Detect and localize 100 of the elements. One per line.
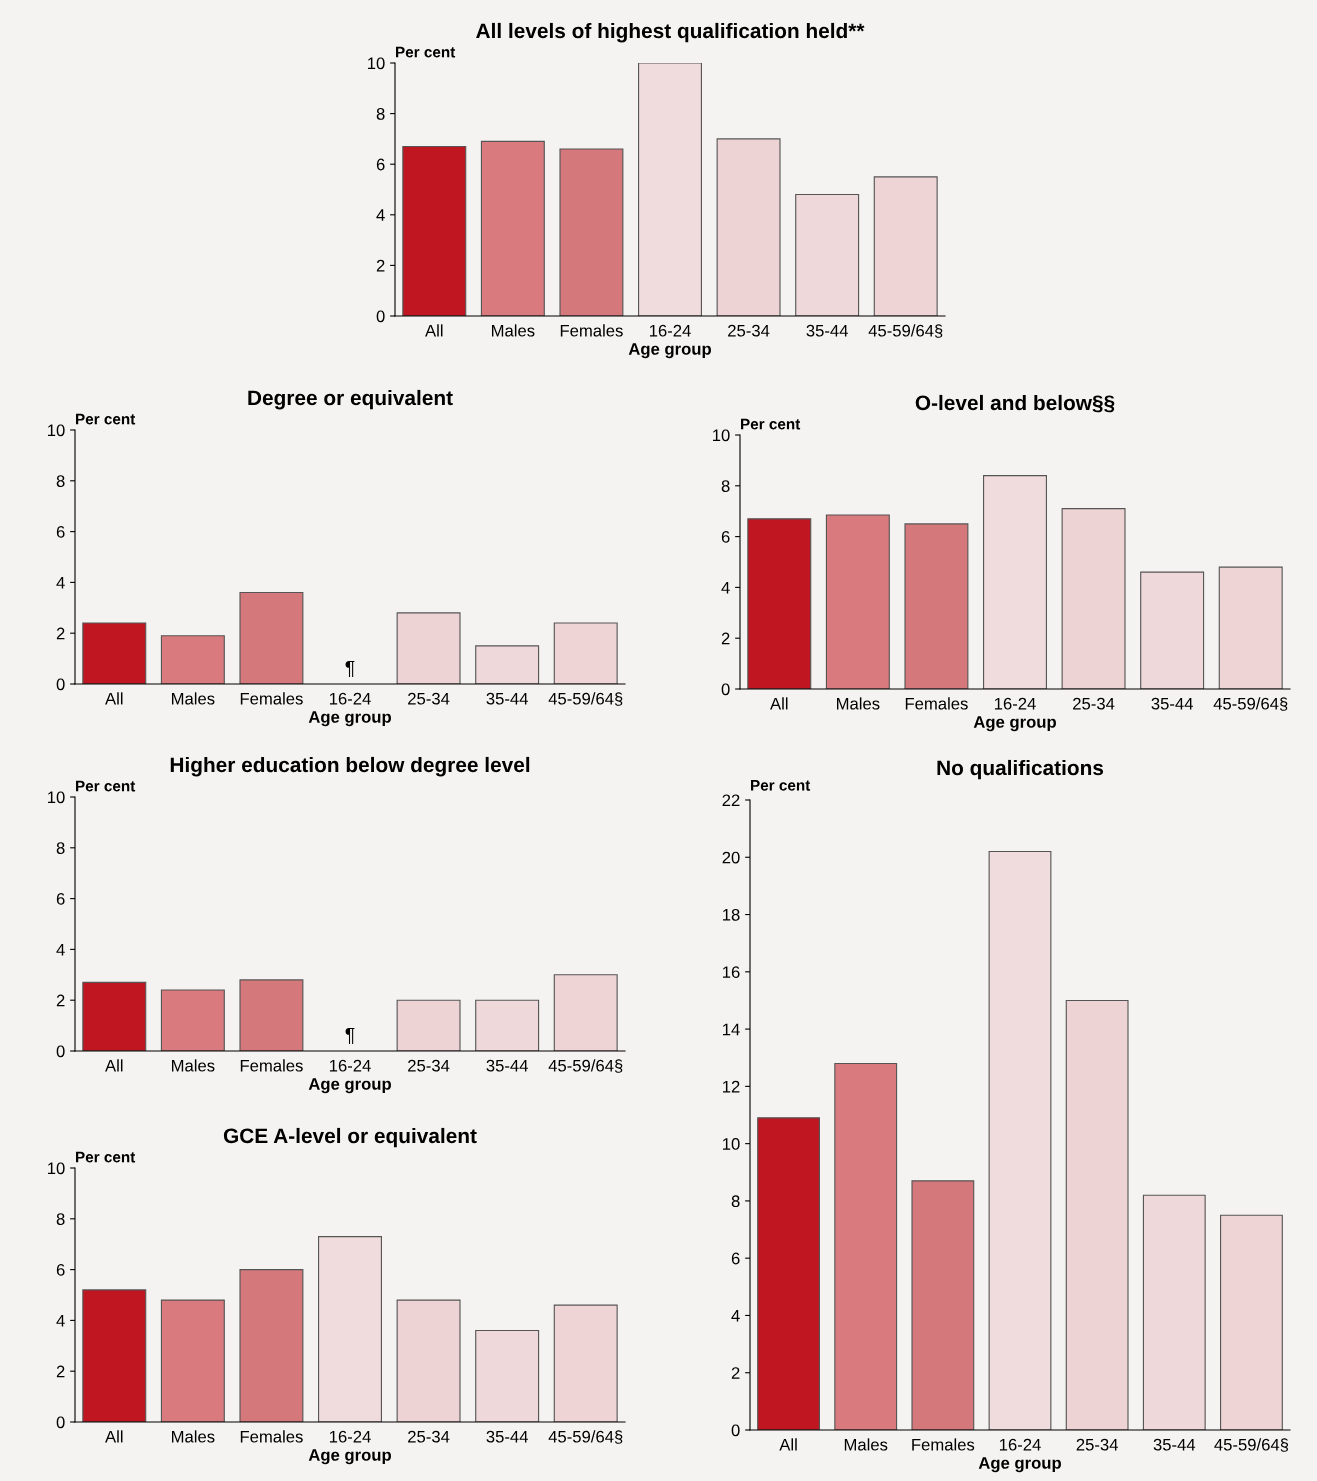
y-tick-label: 4 xyxy=(376,209,385,221)
bar xyxy=(1218,566,1283,689)
x-axis-title: Age group xyxy=(973,716,1056,732)
x-tick-label: 35-44 xyxy=(486,1059,528,1072)
x-tick-label: Males xyxy=(844,1438,888,1451)
y-tick-label: 10 xyxy=(713,429,730,442)
bar xyxy=(160,635,225,684)
chart-title: All levels of highest qualification held** xyxy=(476,22,865,43)
bar xyxy=(475,645,540,684)
x-tick-label: 25-34 xyxy=(408,1059,450,1072)
chart-title: No qualifications xyxy=(937,759,1104,780)
y-tick-label: 10 xyxy=(48,791,65,804)
y-tick-label: 0 xyxy=(56,678,65,691)
y-tick-label: 6 xyxy=(376,158,385,171)
y-tick-label: 6 xyxy=(56,893,65,905)
x-tick-label: All xyxy=(770,697,788,710)
bar xyxy=(553,1304,618,1422)
y-axis-title: Per cent xyxy=(396,46,456,58)
y-axis-title: Per cent xyxy=(76,780,136,792)
bar xyxy=(396,1299,461,1422)
x-axis-title: Age group xyxy=(308,1449,391,1465)
x-tick-label: All xyxy=(425,324,443,337)
bar xyxy=(318,1236,382,1422)
bar xyxy=(825,514,890,689)
annotation: ¶ xyxy=(345,661,355,677)
y-tick-label: 2 xyxy=(56,1365,65,1378)
bar xyxy=(757,1117,820,1430)
x-tick-label: 25-34 xyxy=(1073,697,1115,710)
bar xyxy=(795,194,860,316)
x-tick-label: 16-24 xyxy=(329,692,371,705)
annotation: ¶ xyxy=(345,1028,355,1044)
y-axis-title: Per cent xyxy=(76,413,136,425)
y-tick-label: 6 xyxy=(731,1252,740,1265)
bar xyxy=(834,1062,898,1430)
x-tick-label: Males xyxy=(492,324,535,337)
bar xyxy=(160,989,225,1051)
y-tick-label: 2 xyxy=(721,632,730,645)
x-tick-label: 35-44 xyxy=(486,692,528,705)
bar xyxy=(559,148,624,316)
y-tick-label: 10 xyxy=(368,57,385,70)
y-tick-label: 16 xyxy=(723,966,740,979)
y-tick-label: 2 xyxy=(56,994,65,1007)
y-tick-label: 22 xyxy=(722,794,740,807)
x-tick-label: 16-24 xyxy=(994,697,1036,710)
bar xyxy=(396,999,461,1051)
x-tick-label: 35-44 xyxy=(806,324,848,337)
y-tick-label: 20 xyxy=(722,851,740,864)
x-tick-label: All xyxy=(105,1430,123,1443)
chart-title: O-level and below§§ xyxy=(915,394,1115,413)
x-tick-label: All xyxy=(105,692,123,705)
y-tick-label: 18 xyxy=(723,908,740,921)
bar xyxy=(160,1299,225,1422)
y-tick-label: 8 xyxy=(56,842,65,854)
x-axis-title: Age group xyxy=(308,711,391,727)
y-tick-label: 8 xyxy=(721,480,730,492)
y-tick-label: 2 xyxy=(56,627,65,640)
y-tick-label: 4 xyxy=(721,581,730,594)
chart-title: GCE A-level or equivalent xyxy=(223,1127,477,1148)
y-tick-label: 0 xyxy=(56,1045,65,1058)
x-tick-label: 45-59/64§ xyxy=(548,1430,623,1444)
bar xyxy=(82,622,147,684)
x-axis-title: Age group xyxy=(978,1457,1061,1473)
bar xyxy=(239,979,304,1051)
y-tick-label: 10 xyxy=(723,1138,740,1150)
bar xyxy=(553,974,618,1051)
x-tick-label: Males xyxy=(837,697,880,710)
y-tick-label: 0 xyxy=(721,683,730,696)
x-tick-label: 25-34 xyxy=(728,324,770,337)
y-tick-label: 6 xyxy=(56,1264,65,1276)
y-tick-label: 4 xyxy=(56,1314,65,1327)
y-tick-label: 8 xyxy=(56,1213,65,1225)
bar xyxy=(1140,571,1205,689)
x-tick-label: 35-44 xyxy=(1151,697,1193,710)
bar xyxy=(988,850,1052,1430)
y-tick-label: 6 xyxy=(56,526,65,538)
bar xyxy=(1061,508,1126,689)
bar xyxy=(983,475,1047,689)
x-tick-label: Females xyxy=(240,1059,303,1072)
y-axis-title: Per cent xyxy=(741,418,801,430)
bar xyxy=(716,138,781,316)
x-tick-label: 16-24 xyxy=(999,1438,1041,1451)
bar xyxy=(553,622,618,684)
x-tick-label: Females xyxy=(240,692,303,705)
y-tick-label: 8 xyxy=(56,475,65,487)
x-tick-label: 25-34 xyxy=(408,1430,450,1443)
x-tick-label: 25-34 xyxy=(1076,1438,1118,1451)
bar xyxy=(747,518,812,689)
x-tick-label: 45-59/64§ xyxy=(1214,1438,1289,1452)
y-tick-label: 8 xyxy=(376,108,385,120)
y-tick-label: 0 xyxy=(731,1424,740,1437)
bar xyxy=(402,145,467,316)
x-tick-label: All xyxy=(779,1438,797,1451)
y-tick-label: 12 xyxy=(723,1080,740,1093)
bar xyxy=(911,1180,975,1430)
bar xyxy=(396,612,461,684)
chart-title: Degree or equivalent xyxy=(248,389,453,410)
y-tick-label: 2 xyxy=(376,259,385,272)
bar xyxy=(904,523,969,689)
x-tick-label: 16-24 xyxy=(329,1430,371,1443)
y-tick-label: 2 xyxy=(731,1367,740,1379)
